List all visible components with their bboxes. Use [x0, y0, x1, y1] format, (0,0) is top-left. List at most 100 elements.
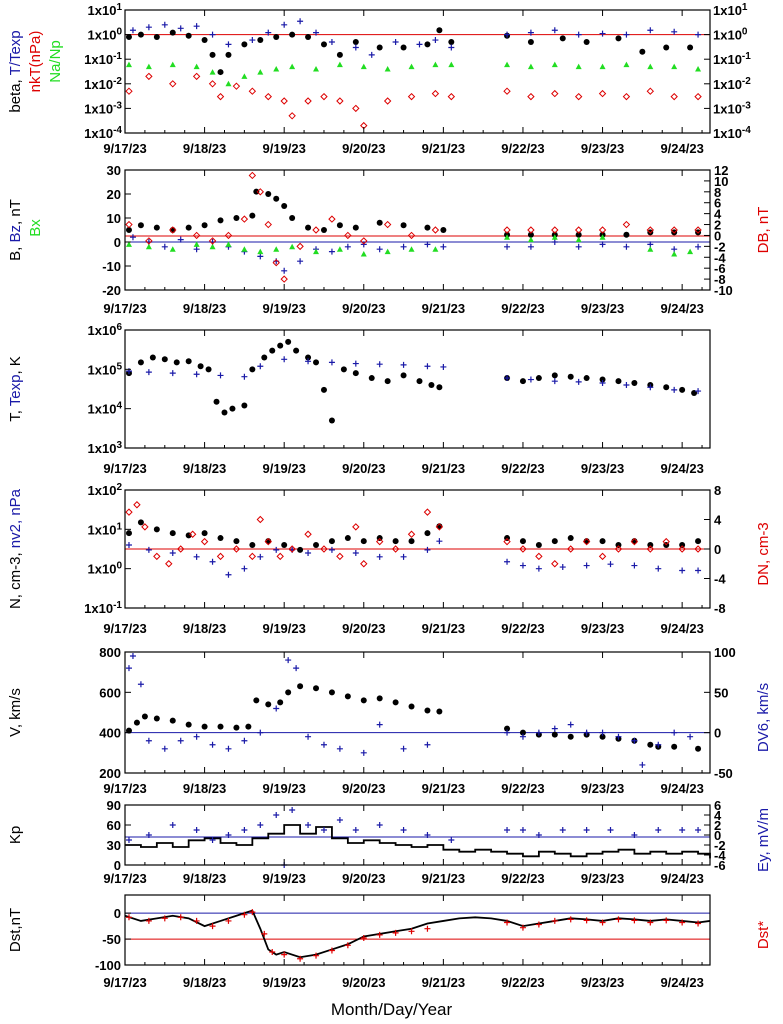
panel-beta-content: 9/17/23 9/18/23 9/19/23 9/20/23 9/21/23 9/22/… — [7, 2, 751, 156]
data-point-circle — [392, 699, 399, 706]
data-point-circle — [340, 366, 347, 373]
data-point-triangle — [193, 63, 200, 70]
y2-tick-label: 0 — [714, 828, 721, 843]
data-point-plus — [695, 388, 702, 395]
data-point-diamond — [503, 537, 511, 546]
data-point-circle — [416, 378, 423, 385]
y-tick-label: 0 — [114, 858, 121, 873]
data-point-triangle — [647, 246, 654, 252]
y2-tick-label: 0 — [714, 726, 721, 741]
data-point-plus — [504, 827, 511, 833]
data-point-plus — [209, 923, 216, 930]
panel-Kp-content: 9/17/23 9/18/23 9/19/23 9/20/23 9/21/23 9/22/… — [7, 800, 772, 886]
x-tick-label: 9/22/23 — [501, 871, 544, 886]
data-point-triangle — [695, 65, 702, 72]
y2-tick-label: 1x10-4 — [713, 125, 751, 141]
data-point-circle — [551, 372, 558, 379]
data-point-diamond — [662, 537, 670, 546]
panel-velocity: 9/17/23 9/18/23 9/19/23 9/20/23 9/21/23 9/22/… — [0, 640, 783, 800]
data-point-circle — [173, 359, 180, 366]
data-point-diamond — [352, 523, 360, 531]
data-point-circle — [229, 405, 236, 412]
data-point-circle — [201, 37, 208, 44]
data-point-diamond — [336, 97, 344, 105]
data-point-plus — [400, 745, 407, 752]
data-point-triangle — [575, 63, 582, 70]
panel-beta: 9/17/23 9/18/23 9/19/23 9/20/23 9/21/23 9/22/… — [0, 0, 783, 160]
y-axis-label: Dst,nT — [7, 908, 24, 952]
data-point-plus — [647, 384, 654, 391]
data-point-plus — [567, 721, 574, 728]
data-point-plus — [305, 733, 312, 740]
data-point-diamond — [216, 92, 225, 101]
data-point-plus — [125, 665, 132, 672]
data-point-plus — [145, 369, 152, 376]
data-point-circle — [153, 526, 160, 533]
data-point-diamond — [646, 545, 655, 553]
data-point-plus — [623, 381, 630, 388]
y2-tick-label: -2 — [714, 838, 726, 853]
data-point-circle — [137, 31, 144, 38]
panel-velocity-svg: 9/17/23 9/18/23 9/19/23 9/20/23 9/21/23 9/22/… — [7, 645, 772, 796]
data-point-plus — [352, 827, 359, 833]
data-point-plus — [360, 935, 367, 942]
data-point-diamond — [248, 552, 257, 561]
data-point-plus — [623, 243, 630, 250]
data-point-circle — [551, 538, 558, 545]
data-point-plus — [169, 370, 176, 377]
data-point-plus — [161, 243, 168, 250]
data-point-diamond — [360, 560, 368, 568]
data-point-plus — [305, 822, 312, 828]
data-point-plus — [631, 737, 638, 744]
data-point-diamond — [352, 104, 360, 113]
data-point-plus — [392, 39, 399, 46]
data-point-plus — [193, 23, 200, 30]
data-point-diamond — [503, 87, 511, 95]
data-point-triangle — [145, 63, 152, 70]
data-point-plus — [663, 917, 670, 924]
data-point-circle — [169, 29, 176, 36]
data-point-plus — [257, 822, 264, 828]
data-point-circle — [241, 402, 248, 409]
data-point-diamond — [383, 220, 392, 229]
data-point-circle — [583, 375, 590, 382]
data-point-circle — [169, 530, 176, 537]
data-point-plus — [177, 236, 184, 243]
data-point-diamond — [447, 92, 456, 101]
y-tick-label: -100 — [95, 958, 121, 973]
data-point-plus — [376, 361, 383, 368]
data-point-circle — [647, 541, 654, 548]
data-point-plus — [695, 827, 702, 833]
data-point-plus — [376, 931, 383, 938]
data-point-triangle — [432, 61, 439, 68]
data-point-plus — [265, 29, 272, 36]
data-point-circle — [352, 224, 359, 231]
data-point-circle — [137, 359, 144, 366]
data-point-plus — [575, 378, 582, 385]
data-point-triangle — [125, 241, 132, 247]
x-tick-label: 9/22/23 — [501, 621, 544, 636]
data-point-plus — [145, 737, 152, 744]
data-point-plus — [432, 37, 439, 44]
y-tick-label: 400 — [99, 726, 121, 741]
panel-N-content: 9/17/23 9/18/23 9/19/23 9/20/23 9/21/23 9/22/… — [7, 482, 772, 636]
data-point-diamond — [232, 545, 241, 553]
data-point-diamond — [407, 530, 416, 538]
y-tick-label: 600 — [99, 685, 121, 700]
data-point-plus — [583, 562, 590, 569]
data-point-circle — [615, 378, 622, 385]
data-point-circle — [125, 727, 132, 734]
data-point-circle — [679, 386, 686, 393]
data-point-circle — [201, 723, 208, 730]
data-point-circle — [277, 342, 284, 349]
data-point-plus — [241, 565, 248, 572]
data-point-circle — [424, 41, 431, 48]
x-tick-label: 9/18/23 — [183, 781, 226, 796]
data-point-diamond — [527, 226, 535, 234]
data-point-plus — [209, 558, 216, 565]
data-point-plus — [599, 30, 606, 37]
data-point-diamond — [598, 89, 607, 98]
panel-density-svg: 9/17/23 9/18/23 9/19/23 9/20/23 9/21/23 9/22/… — [7, 482, 772, 636]
data-point-plus — [448, 837, 455, 843]
data-point-plus — [368, 51, 375, 58]
